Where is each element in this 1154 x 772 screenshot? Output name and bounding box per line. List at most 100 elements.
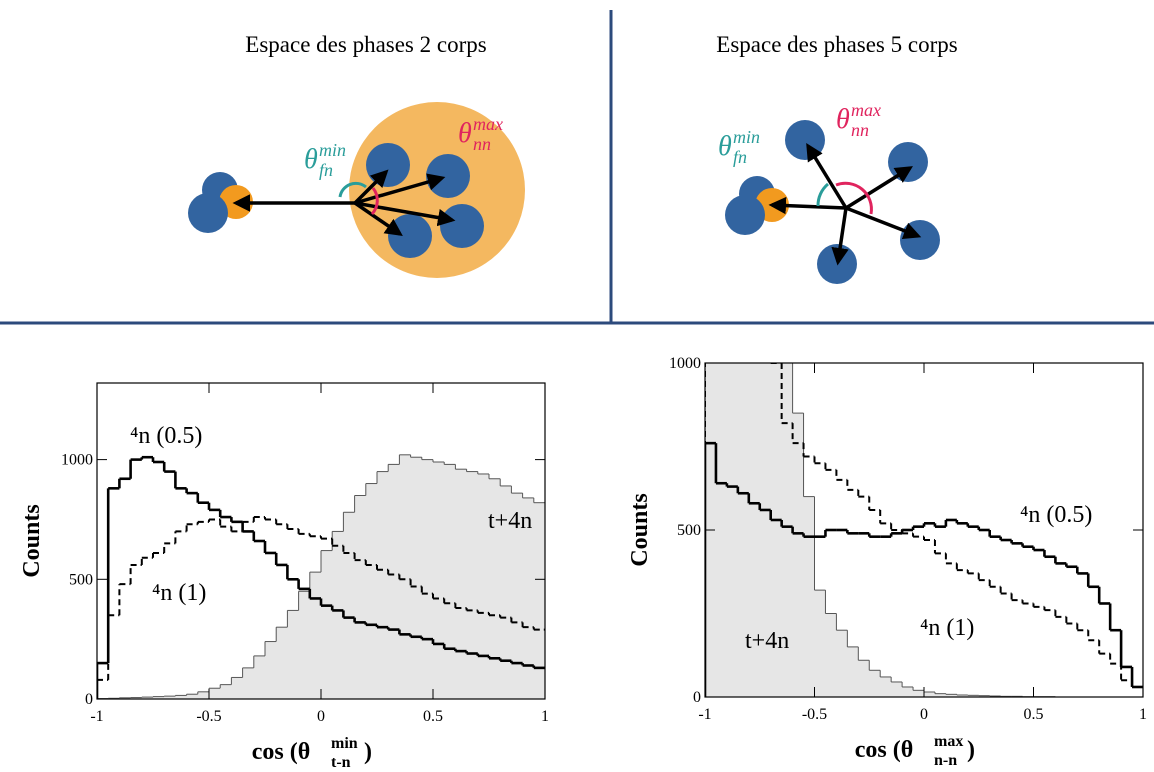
diagram-2-body [188, 102, 525, 278]
x-axis-label-end: ) [967, 737, 975, 763]
x-tick-label: -0.5 [802, 706, 827, 723]
bar [869, 670, 881, 697]
x-axis-label-sub: t-n [331, 754, 351, 771]
bar [924, 691, 936, 697]
x-axis-label-sub: n-n [934, 752, 957, 769]
bar [130, 697, 143, 699]
angle-sup: max [473, 114, 503, 134]
bar [365, 483, 378, 699]
series-label: t+4n [745, 628, 789, 654]
bar [332, 531, 344, 699]
x-tick-label: 0 [920, 706, 928, 723]
y-tick-label: 500 [69, 571, 93, 588]
series-label: ⁴n (1) [920, 615, 974, 641]
angle-symbol: θ [304, 144, 318, 175]
bar [748, 363, 761, 697]
bar [500, 485, 512, 699]
bar [737, 363, 750, 697]
bar [978, 695, 990, 697]
bar [388, 464, 400, 699]
angle-symbol: θ [718, 131, 732, 162]
x-axis-label-sup: max [934, 733, 963, 750]
series-label: t+4n [488, 508, 532, 534]
y-tick-label: 1000 [61, 452, 93, 469]
bar [781, 363, 793, 697]
y-axis-label: Counts [627, 493, 653, 566]
bar [253, 655, 266, 699]
bar [433, 462, 445, 699]
bar [715, 363, 728, 697]
bar [533, 502, 545, 699]
x-tick-label: -0.5 [196, 708, 221, 725]
bar [913, 690, 925, 697]
bar [410, 457, 423, 699]
bar [847, 646, 859, 697]
series-label: ⁴n (0.5) [130, 423, 202, 449]
bar [343, 512, 355, 699]
y-tick-label: 0 [85, 691, 93, 708]
bar [164, 696, 176, 699]
bar [421, 459, 434, 699]
angle-sub: nn [473, 134, 491, 154]
plot-area [97, 454, 545, 699]
bar [477, 473, 490, 699]
bar [276, 627, 288, 699]
bar [197, 691, 210, 699]
x-tick-label: 1 [541, 708, 549, 725]
diagram-title: Espace des phases 5 corps [716, 32, 957, 57]
bar [511, 493, 523, 699]
angle-sup: min [733, 127, 760, 147]
bar [466, 471, 479, 699]
angle-sub: nn [851, 120, 869, 140]
y-tick-label: 1000 [669, 355, 701, 372]
bar [242, 667, 255, 699]
x-tick-label: 1 [1139, 706, 1147, 723]
bar [141, 697, 154, 699]
angle-symbol: θ [836, 104, 850, 135]
bar [902, 686, 914, 697]
bar [956, 694, 969, 697]
bar [377, 471, 389, 699]
bar [759, 363, 771, 697]
angle-sub: fn [733, 147, 747, 167]
bar [522, 497, 535, 699]
bar [287, 610, 299, 699]
bar [726, 363, 739, 697]
angle-sub: fn [319, 160, 333, 180]
bar [455, 469, 467, 699]
bar [399, 454, 411, 699]
y-axis-label: Counts [19, 504, 45, 577]
x-tick-label: 0.5 [1024, 706, 1044, 723]
bar [354, 495, 367, 699]
x-axis-label: cos (θ [252, 739, 311, 765]
bar [321, 550, 333, 699]
bar [880, 676, 892, 697]
bar [836, 630, 848, 697]
bar [309, 572, 322, 699]
x-tick-label: 0 [317, 708, 325, 725]
bar [444, 464, 456, 699]
bar [814, 590, 826, 697]
x-axis-label: cos (θ [855, 737, 914, 763]
series-label: ⁴n (0.5) [1020, 502, 1092, 528]
angle-sup: min [319, 140, 346, 160]
diagram-5-body [725, 120, 940, 284]
bar [220, 684, 232, 699]
bar [265, 641, 277, 699]
bar [891, 681, 903, 697]
bar [298, 591, 311, 699]
bar [967, 695, 980, 697]
bar [231, 677, 243, 699]
bar [489, 478, 501, 699]
bar [858, 660, 870, 697]
bar [186, 694, 199, 699]
angle-symbol: θ [458, 118, 472, 149]
x-tick-label: 0.5 [423, 708, 443, 725]
bar [945, 694, 958, 697]
y-tick-label: 500 [677, 522, 701, 539]
bar [792, 413, 804, 697]
bar [825, 613, 837, 697]
bar [770, 363, 782, 697]
bar [934, 693, 947, 697]
